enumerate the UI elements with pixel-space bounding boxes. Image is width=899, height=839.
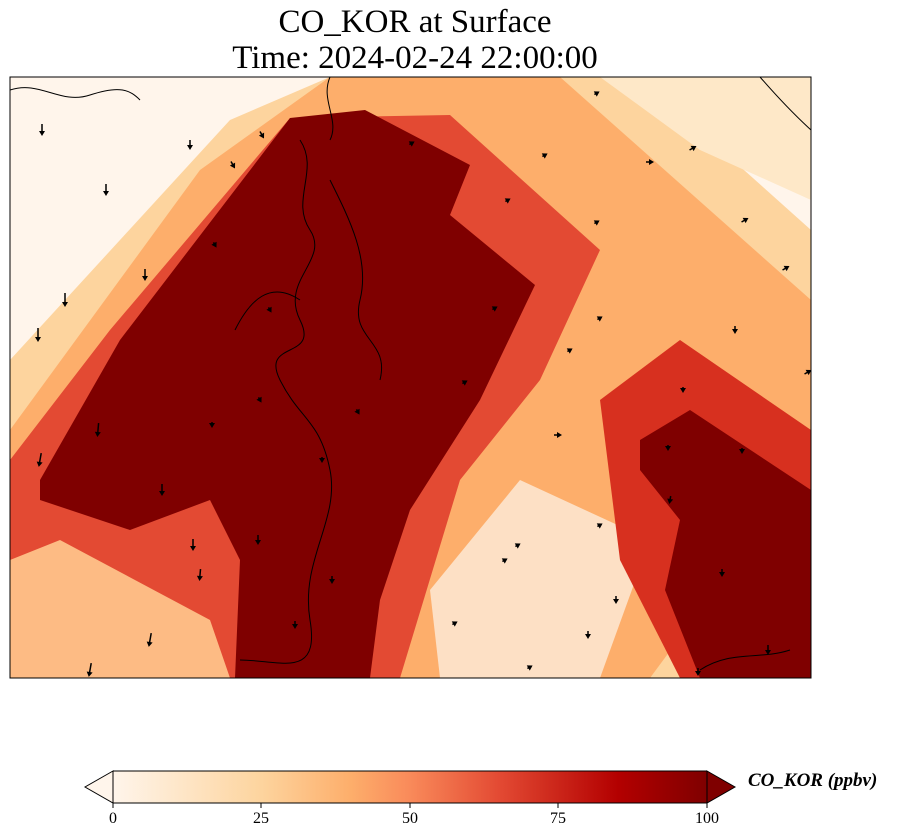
wind-arrow <box>491 306 498 312</box>
wind-arrow <box>94 422 101 437</box>
wind-arrow <box>266 306 272 313</box>
wind-arrow <box>689 145 697 152</box>
wind-arrow <box>585 631 591 639</box>
map-frame <box>9 76 812 679</box>
plot-title: CO_KOR at Surface <box>278 4 552 40</box>
colorbar-tick: 0 <box>109 810 117 827</box>
colorbar-tick: 75 <box>550 810 566 827</box>
wind-arrow <box>739 448 745 454</box>
wind-arrow <box>451 621 458 627</box>
wind-arrow <box>646 159 654 165</box>
plot-time: Time: 2024-02-24 22:00:00 <box>232 40 598 76</box>
concentration-field <box>10 77 811 678</box>
coastline <box>10 77 811 671</box>
wind-arrow <box>665 445 671 451</box>
wind-arrow <box>258 131 265 139</box>
wind-arrow <box>329 576 335 584</box>
wind-arrow <box>695 668 701 676</box>
wind-arrow <box>354 408 360 415</box>
wind-arrow <box>142 269 148 281</box>
wind-arrow <box>719 569 725 577</box>
field-light-top-right <box>600 77 811 200</box>
field-light-bottom-left <box>10 540 230 678</box>
colorbar-extend-max <box>706 770 737 804</box>
wind-arrow <box>229 161 236 169</box>
wind-arrow <box>62 293 68 307</box>
wind-arrow <box>741 217 749 224</box>
wind-arrow <box>187 140 193 150</box>
wind-arrow <box>255 535 261 545</box>
wind-arrow <box>103 184 109 196</box>
wind-arrow <box>613 596 619 604</box>
wind-arrow <box>804 369 811 376</box>
wind-arrow <box>501 558 508 564</box>
field-right-dark <box>640 410 811 678</box>
wind-arrow <box>256 396 262 403</box>
wind-arrow <box>782 265 790 272</box>
wind-arrow <box>36 452 43 467</box>
wind-arrow <box>593 91 600 97</box>
field-light-left <box>10 77 260 340</box>
wind-arrow <box>39 124 45 136</box>
wind-arrow <box>514 543 521 549</box>
wind-arrow <box>667 495 674 504</box>
wind-arrow <box>190 539 196 551</box>
wind-arrow <box>408 141 415 147</box>
wind-arrow <box>461 380 468 386</box>
wind-arrow <box>680 387 686 393</box>
wind-arrow <box>541 153 548 159</box>
colorbar-tick: 25 <box>253 810 269 827</box>
wind-arrow <box>526 665 533 671</box>
field-light-center <box>430 480 650 678</box>
wind-arrow <box>292 621 298 629</box>
wind-arrow <box>554 432 562 438</box>
wind-arrow <box>566 348 573 354</box>
wind-arrow <box>596 523 603 529</box>
wind-arrow <box>765 645 771 655</box>
wind-vectors <box>35 91 811 677</box>
wind-arrow <box>35 328 41 342</box>
colorbar-label: CO_KOR (ppbv) <box>748 770 878 791</box>
wind-arrow <box>319 457 325 463</box>
colorbar-extend-min <box>83 770 114 804</box>
wind-arrow <box>196 568 203 581</box>
colorbar-tick: 50 <box>402 810 418 827</box>
colorbar-tick: 100 <box>695 810 719 827</box>
wind-arrow <box>146 632 153 647</box>
wind-arrow <box>596 316 603 322</box>
wind-arrow <box>504 198 511 204</box>
wind-arrow <box>211 241 217 248</box>
wind-arrow <box>732 326 738 334</box>
wind-arrow <box>159 484 165 496</box>
wind-arrow <box>209 422 215 428</box>
wind-arrow <box>593 220 600 226</box>
wind-arrow <box>86 662 93 677</box>
colorbar <box>83 770 737 808</box>
